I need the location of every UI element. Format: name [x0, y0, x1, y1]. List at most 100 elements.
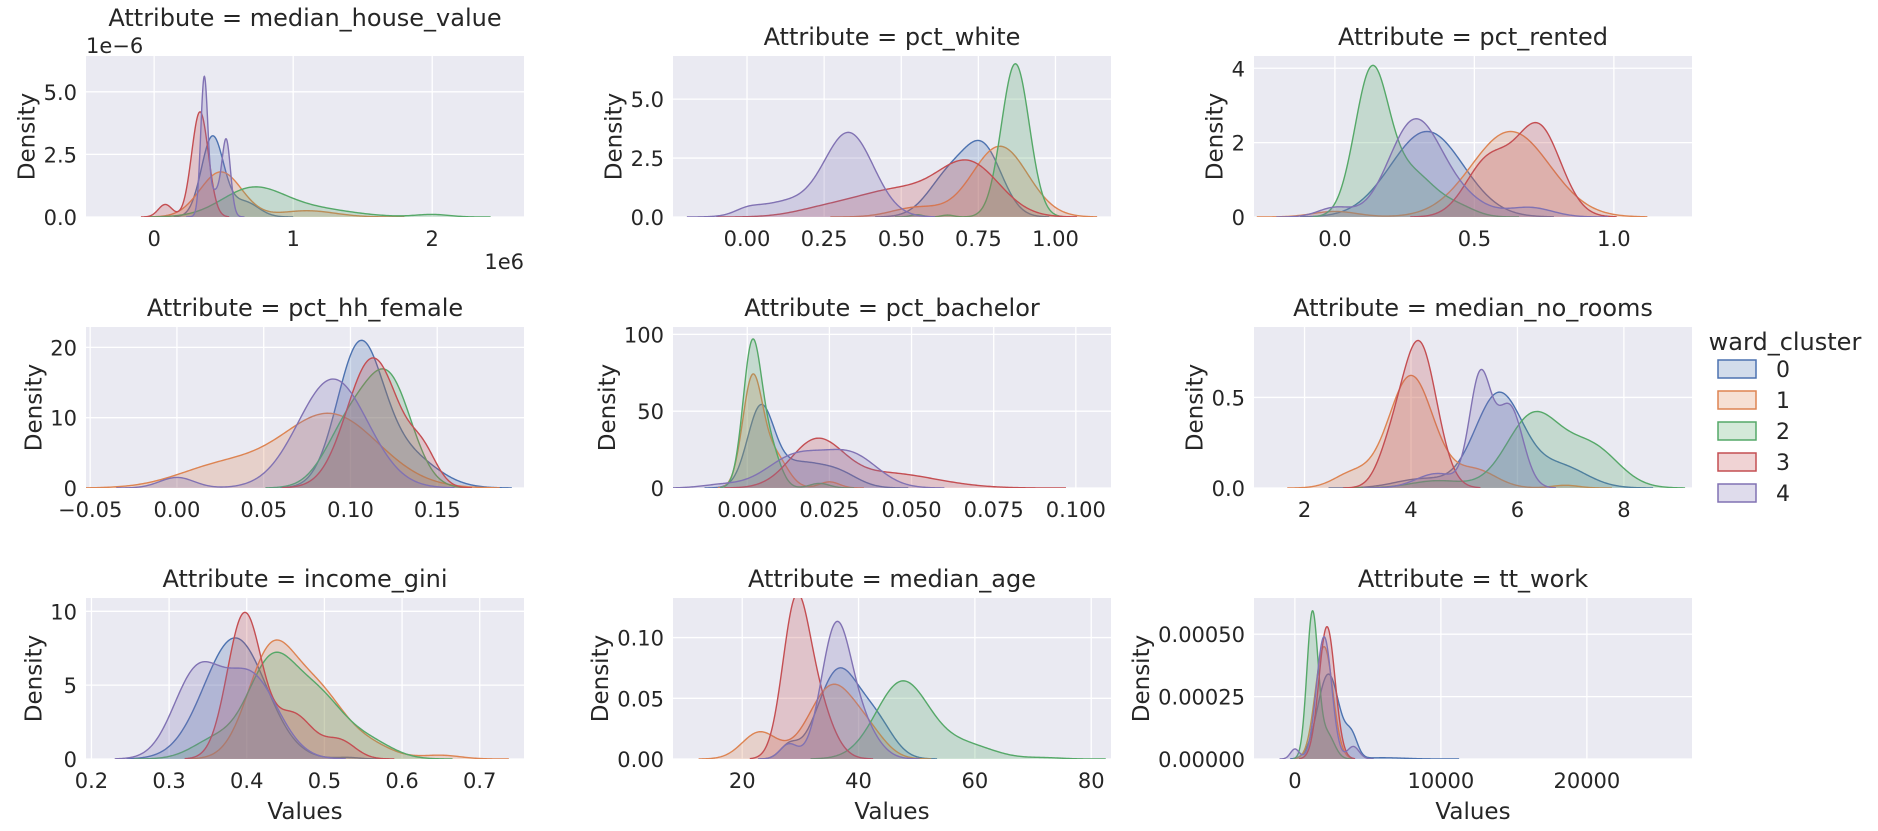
kde-fill-cluster-1: [830, 146, 1098, 217]
y-axis-label: Density: [21, 364, 47, 451]
kde-line-cluster-2: [719, 338, 855, 488]
kde-line-cluster-0: [875, 139, 1050, 217]
kde-line-cluster-4: [186, 75, 245, 217]
y-tick-label: 2.5: [44, 143, 77, 167]
x-tick-label: −0.05: [58, 498, 122, 522]
panel-title: Attribute = median_age: [748, 565, 1036, 593]
kde-line-cluster-3: [724, 437, 1066, 488]
x-tick-label: 1.00: [1032, 227, 1079, 251]
kde-line-cluster-4: [1279, 636, 1374, 759]
x-tick-label: 0.075: [964, 498, 1024, 522]
panel-title: Attribute = pct_rented: [1338, 23, 1608, 51]
y-tick-label: 4: [1232, 57, 1245, 81]
y-axis-label: Density: [15, 93, 41, 180]
x-tick-label: 0.00: [154, 498, 201, 522]
x-tick-label: 0.025: [799, 498, 859, 522]
kde-line-cluster-4: [686, 131, 936, 217]
y-tick-label: 0.10: [617, 627, 664, 651]
y-tick-label: 2.5: [631, 147, 664, 171]
facet-panel-tt-work: 0 10000 20000 0.00000 0.00025 0.00050 Attribut…: [1129, 565, 1692, 825]
legend-label-3: 3: [1776, 451, 1790, 476]
kde-line-cluster-0: [1328, 391, 1654, 488]
facet-panel-income-gini: 0.2 0.3 0.4 0.5 0.6 0.7 0 5 10 Attribute = income…: [21, 565, 524, 825]
x-tick-label: 0.6: [385, 769, 418, 793]
y-axis-label: Density: [21, 635, 47, 722]
y-tick-label: 0.0: [631, 206, 664, 230]
kde-series-group: [1287, 339, 1686, 488]
y-tick-label: 100: [624, 323, 664, 347]
x-tick-label: 0.75: [955, 227, 1002, 251]
x-tick-label: 0.0: [1318, 227, 1351, 251]
kde-line-cluster-3: [716, 159, 1078, 217]
y-axis-label: Density: [588, 635, 614, 722]
kde-fill-cluster-2: [1292, 610, 1353, 759]
plot-background: [1254, 327, 1692, 488]
legend: ward_cluster 0 1 2 3 4: [1709, 328, 1862, 507]
kde-fill-cluster-1: [188, 640, 509, 759]
kde-line-cluster-0: [1290, 673, 1460, 759]
y-tick-label: 0.00: [617, 748, 664, 772]
x-tick-label: 8: [1617, 498, 1630, 522]
kde-fill-cluster-3: [1410, 122, 1617, 217]
y-tick-label: 2: [1232, 132, 1245, 156]
x-axis-label: Values: [1435, 799, 1510, 825]
kde-line-cluster-4: [758, 620, 920, 759]
kde-fill-cluster-4: [673, 449, 945, 488]
y-axis-label: Density: [1183, 364, 1209, 451]
kde-series-group: [1256, 64, 1648, 217]
x-tick-label: 0.2: [75, 769, 108, 793]
panel-title: Attribute = income_gini: [162, 565, 447, 593]
kde-fill-cluster-4: [114, 661, 346, 759]
x-tick-label: 0.05: [240, 498, 287, 522]
kde-series-group: [140, 75, 491, 217]
kde-line-cluster-3: [1410, 121, 1617, 217]
panel-title: Attribute = pct_white: [764, 23, 1021, 51]
kde-fill-cluster-0: [126, 637, 389, 759]
x-tick-label: 4: [1404, 498, 1417, 522]
kde-line-cluster-1: [717, 373, 864, 488]
panel-title: Attribute = tt_work: [1358, 565, 1588, 593]
kde-fill-cluster-2: [719, 338, 855, 488]
kde-fill-cluster-4: [1279, 636, 1374, 759]
y-tick-label: 10: [50, 600, 77, 624]
x-axis-label: Values: [854, 799, 929, 825]
kde-fill-cluster-4: [686, 132, 936, 217]
x-tick-label: 6: [1511, 498, 1524, 522]
kde-fill-cluster-0: [173, 135, 294, 217]
kde-line-cluster-2: [1292, 609, 1353, 759]
legend-patch-2: [1717, 421, 1757, 441]
kde-line-cluster-2: [810, 680, 1106, 759]
kde-fill-cluster-4: [186, 76, 245, 217]
x-offset-text: 1e6: [484, 250, 524, 274]
x-tick-label: 20: [729, 769, 756, 793]
x-tick-label: 0.5: [1458, 227, 1491, 251]
kde-line-cluster-4: [116, 378, 455, 488]
plot-background: [673, 598, 1111, 759]
kde-line-cluster-2: [1312, 64, 1520, 217]
x-tick-label: 0.25: [801, 227, 848, 251]
plot-background: [86, 56, 524, 217]
y-tick-label: 0: [651, 477, 664, 501]
y-axis-label: Density: [602, 93, 628, 180]
facet-panel-median-house-value: 0 1 2 0.0 2.5 5.0 Attribute = median_house_val…: [15, 4, 524, 274]
kde-fill-cluster-2: [1344, 411, 1686, 488]
plot-background: [1254, 598, 1692, 759]
x-tick-label: 0.100: [1046, 498, 1106, 522]
legend-label-1: 1: [1776, 389, 1790, 414]
kde-line-cluster-3: [184, 611, 395, 759]
kde-fill-cluster-3: [1343, 340, 1481, 488]
y-tick-label: 0.0: [44, 206, 77, 230]
y-tick-label: 0.00000: [1158, 748, 1245, 772]
kde-fill-cluster-4: [1276, 118, 1609, 217]
kde-fill-cluster-3: [1298, 626, 1356, 759]
y-tick-label: 5.0: [631, 88, 664, 112]
y-axis-label: Density: [1129, 635, 1155, 722]
kde-line-cluster-1: [147, 171, 405, 217]
x-tick-label: 10000: [1407, 769, 1474, 793]
x-tick-label: 0.4: [230, 769, 263, 793]
x-tick-label: 0.00: [724, 227, 771, 251]
kde-line-cluster-0: [704, 403, 909, 488]
kde-fill-cluster-0: [1328, 392, 1654, 488]
x-tick-label: 2: [426, 227, 439, 251]
y-tick-label: 0.5: [1212, 386, 1245, 410]
